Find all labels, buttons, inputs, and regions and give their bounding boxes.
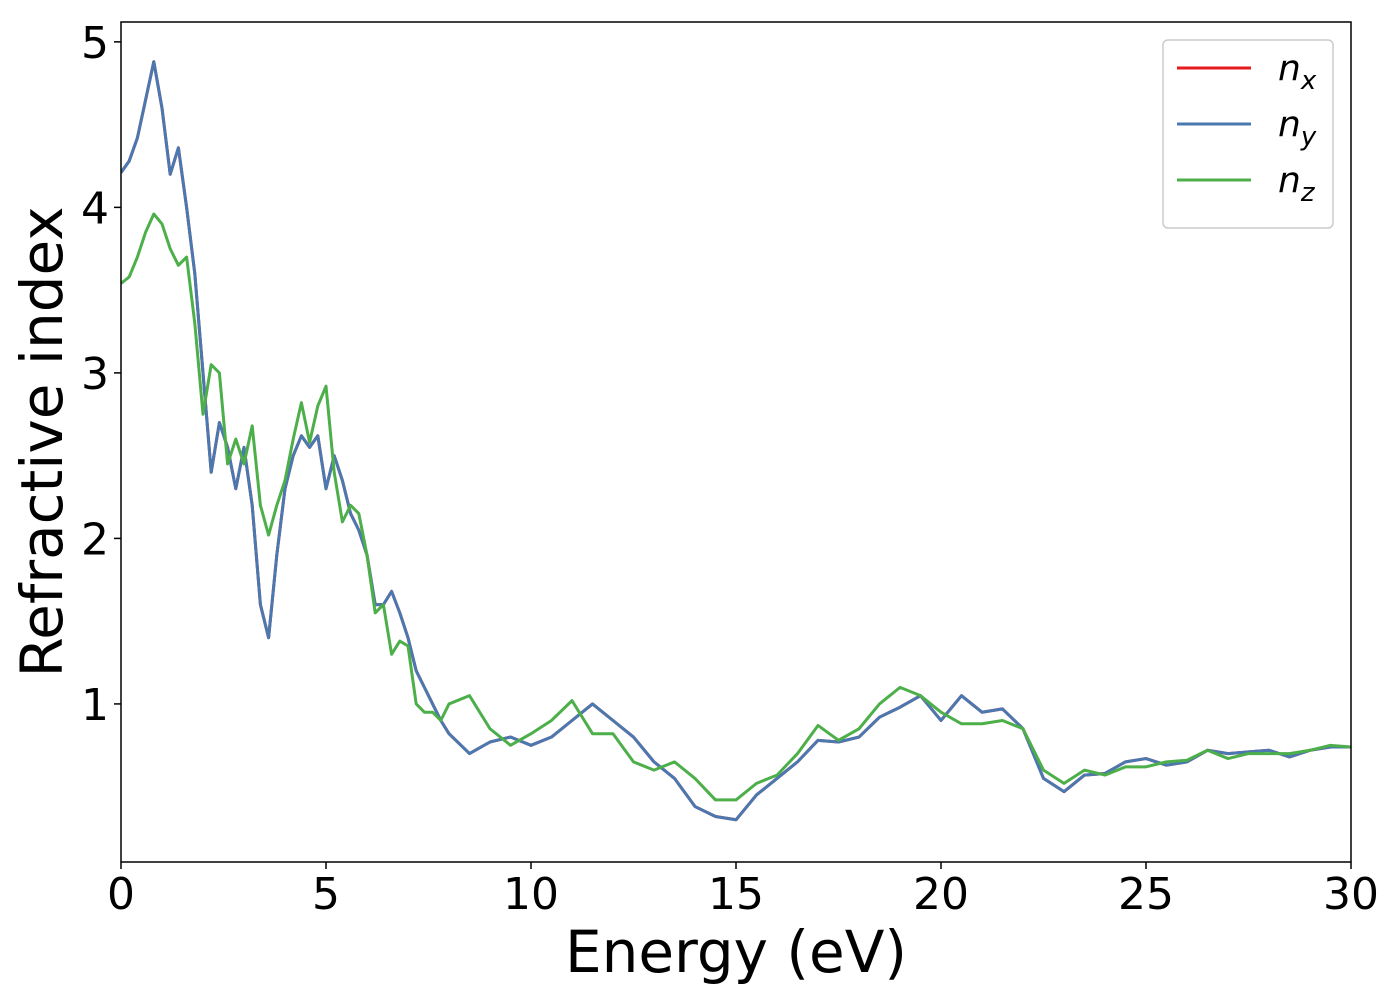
y-tick-label: 2	[81, 514, 109, 565]
legend-label: ny	[1278, 104, 1317, 152]
x-tick-label: 15	[708, 869, 764, 920]
series-line	[121, 60, 1351, 822]
series-line	[121, 212, 1351, 802]
y-tick-label: 3	[81, 349, 109, 400]
x-axis-label: Energy (eV)	[565, 918, 907, 986]
x-tick-label: 5	[312, 869, 340, 920]
legend-label: nz	[1278, 160, 1316, 208]
x-tick-label: 25	[1118, 869, 1174, 920]
x-tick-label: 30	[1323, 869, 1379, 920]
x-tick-label: 20	[913, 869, 969, 920]
legend-label: nx	[1278, 48, 1317, 96]
x-tick-label: 10	[503, 869, 559, 920]
plot-frame	[120, 21, 1352, 863]
y-tick-label: 1	[81, 680, 109, 731]
x-tick-label: 0	[107, 869, 135, 920]
y-tick-label: 5	[81, 18, 109, 69]
y-axis-label: Refractive index	[8, 206, 76, 677]
y-tick-label: 4	[81, 183, 109, 234]
